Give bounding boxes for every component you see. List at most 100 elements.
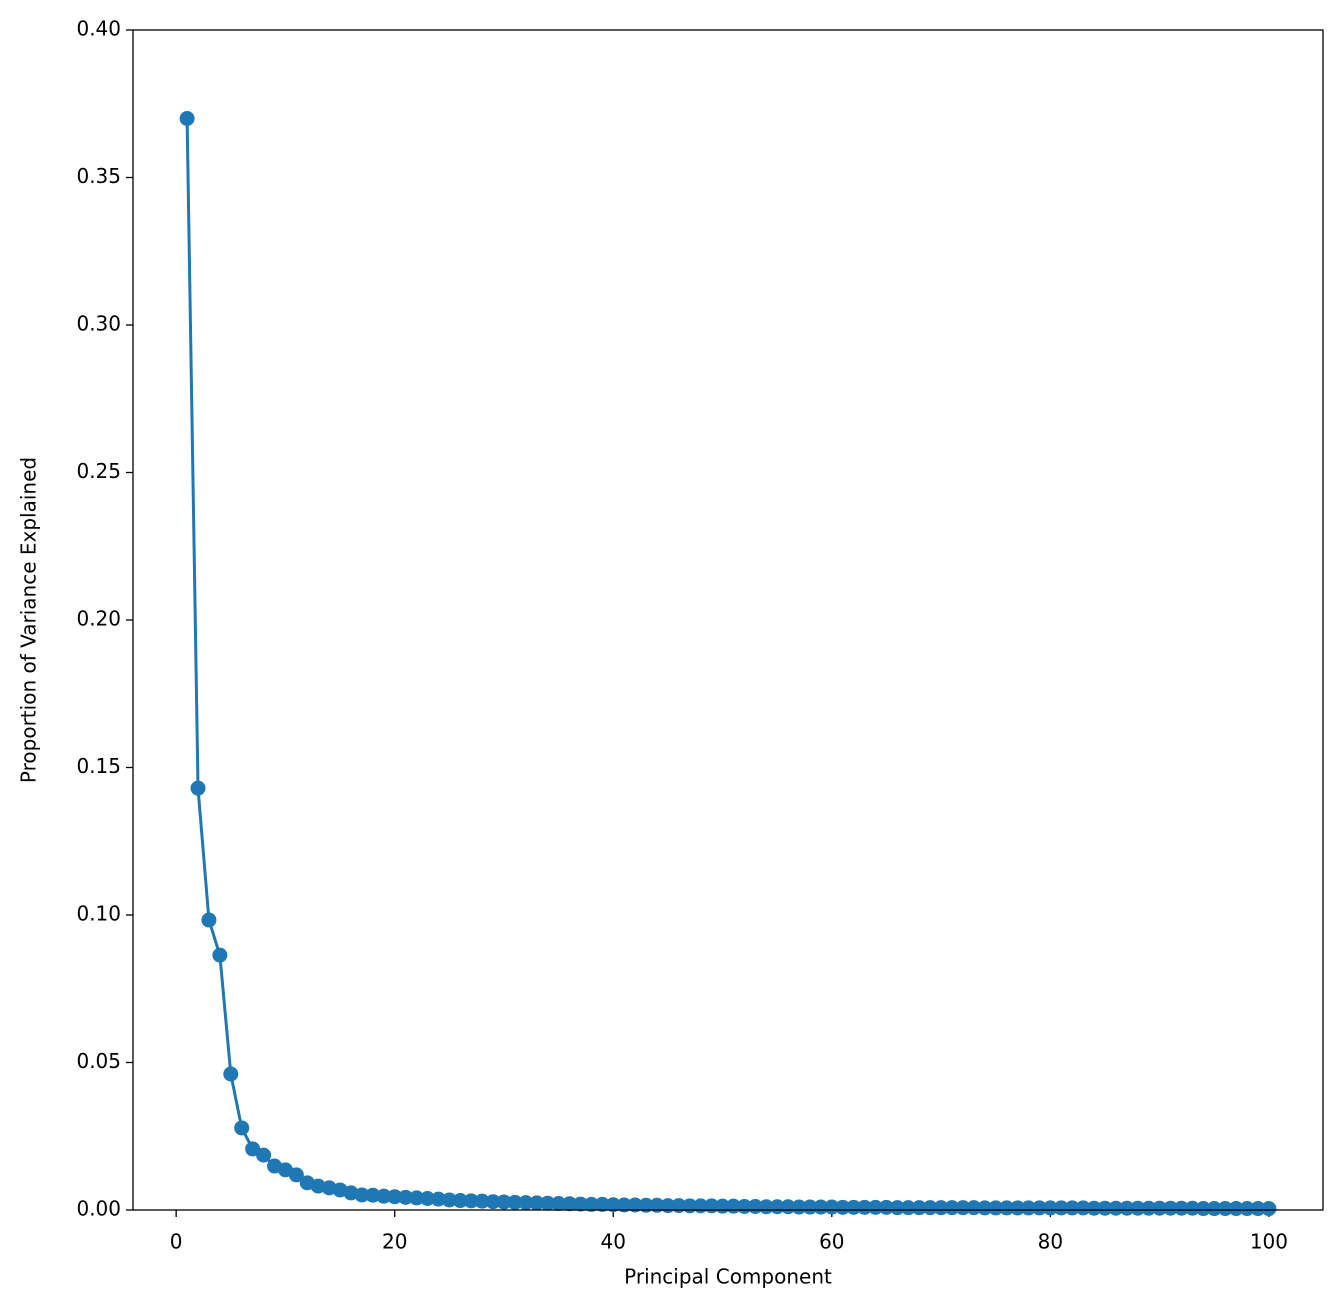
data-point: [605, 1197, 621, 1213]
data-point: [1097, 1200, 1113, 1216]
data-point: [944, 1200, 960, 1216]
data-point: [1261, 1201, 1277, 1217]
data-point: [868, 1199, 884, 1215]
data-point: [430, 1191, 446, 1207]
data-point: [616, 1197, 632, 1213]
data-point: [1184, 1200, 1200, 1216]
data-point: [824, 1199, 840, 1215]
data-point: [1108, 1200, 1124, 1216]
y-tick-label: 0.20: [76, 607, 121, 631]
data-point: [452, 1193, 468, 1209]
data-point: [496, 1194, 512, 1210]
data-point: [463, 1193, 479, 1209]
data-point: [507, 1194, 523, 1210]
x-tick-label: 20: [382, 1230, 407, 1254]
data-point: [256, 1147, 272, 1163]
data-point: [212, 947, 228, 963]
data-point: [802, 1199, 818, 1215]
x-tick-label: 40: [601, 1230, 626, 1254]
data-point: [1075, 1200, 1091, 1216]
data-point: [1206, 1201, 1222, 1217]
data-point: [529, 1195, 545, 1211]
data-point: [1250, 1201, 1266, 1217]
data-point: [441, 1192, 457, 1208]
data-point: [1031, 1200, 1047, 1216]
data-point: [889, 1200, 905, 1216]
data-point: [999, 1200, 1015, 1216]
data-point: [638, 1197, 654, 1213]
y-axis-label: Proportion of Variance Explained: [17, 457, 41, 783]
data-point: [1228, 1201, 1244, 1217]
data-point: [474, 1193, 490, 1209]
data-point: [365, 1187, 381, 1203]
data-point: [649, 1197, 665, 1213]
data-point: [671, 1198, 687, 1214]
data-point: [1141, 1200, 1157, 1216]
data-point: [878, 1199, 894, 1215]
data-point: [977, 1200, 993, 1216]
data-point: [179, 111, 195, 126]
plot-frame: [132, 29, 1324, 1211]
data-point: [1163, 1200, 1179, 1216]
data-point: [627, 1197, 643, 1213]
data-point: [988, 1200, 1004, 1216]
data-point: [1119, 1200, 1135, 1216]
y-tick-label: 0.05: [76, 1049, 121, 1073]
data-point: [1053, 1200, 1069, 1216]
data-point: [933, 1200, 949, 1216]
y-tick-label: 0.40: [76, 17, 121, 41]
data-point: [1064, 1200, 1080, 1216]
data-point: [857, 1199, 873, 1215]
data-point: [1042, 1200, 1058, 1216]
data-point: [245, 1141, 261, 1157]
data-point: [540, 1195, 556, 1211]
data-point: [846, 1199, 862, 1215]
data-point: [1217, 1201, 1233, 1217]
data-point: [354, 1187, 370, 1203]
data-point: [398, 1189, 414, 1205]
y-tick-label: 0.00: [76, 1197, 121, 1221]
data-point: [660, 1198, 676, 1214]
data-point: [562, 1196, 578, 1212]
data-point: [583, 1196, 599, 1212]
data-point: [1130, 1200, 1146, 1216]
data-point: [190, 780, 206, 796]
x-axis-label: Principal Component: [624, 1265, 832, 1289]
data-point: [1010, 1200, 1026, 1216]
x-tick-label: 80: [1038, 1230, 1063, 1254]
data-point: [485, 1194, 501, 1210]
data-point: [1239, 1201, 1255, 1217]
y-tick-label: 0.15: [76, 754, 121, 778]
data-point: [594, 1196, 610, 1212]
data-point: [518, 1195, 534, 1211]
y-tick-label: 0.35: [76, 164, 121, 188]
y-tick-label: 0.10: [76, 902, 121, 926]
data-point: [288, 1167, 304, 1183]
data-point: [922, 1200, 938, 1216]
x-tick-label: 60: [819, 1230, 844, 1254]
series-line: [185, 118, 1269, 1211]
data-point: [835, 1199, 851, 1215]
data-point: [955, 1200, 971, 1216]
data-point: [1173, 1200, 1189, 1216]
data-point: [911, 1200, 927, 1216]
data-point: [1021, 1200, 1037, 1216]
data-point: [234, 1120, 250, 1136]
data-point: [223, 1066, 239, 1082]
data-point: [791, 1199, 807, 1215]
y-tick-label: 0.25: [76, 459, 121, 483]
data-point: [419, 1190, 435, 1206]
data-point: [1195, 1201, 1211, 1217]
data-point: [387, 1189, 403, 1205]
data-point: [376, 1188, 392, 1204]
data-point: [409, 1190, 425, 1206]
data-point: [201, 912, 217, 928]
x-tick-label: 100: [1250, 1230, 1288, 1254]
x-tick-label: 0: [170, 1230, 183, 1254]
data-point: [1152, 1200, 1168, 1216]
data-point: [900, 1200, 916, 1216]
data-point: [966, 1200, 982, 1216]
data-point: [1086, 1200, 1102, 1216]
